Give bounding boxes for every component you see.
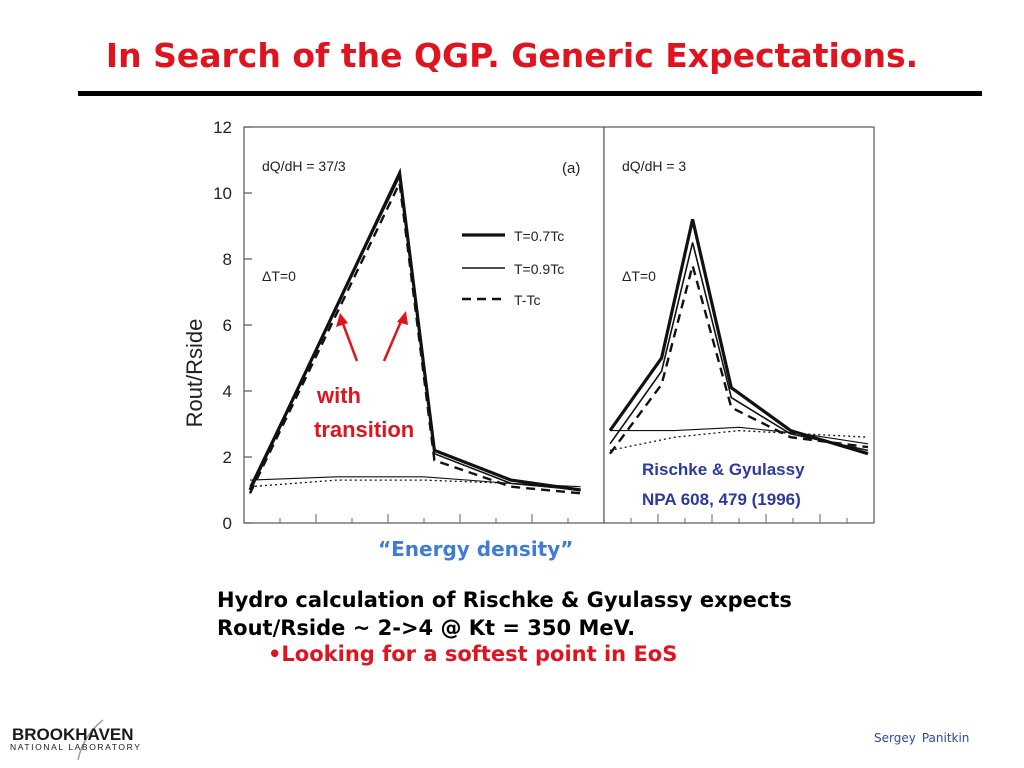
panel-a-delta-t: ΔT=0 <box>262 268 296 284</box>
logo-sub-text: NATIONAL LABORATORY <box>10 742 141 752</box>
panel-a-series-thin-flat <box>249 476 581 488</box>
legend-entry-3: T-Tc <box>514 292 540 308</box>
author-credit: Sergey Panitkin <box>874 731 975 745</box>
reference-line-2: NPA 608, 479 (1996) <box>642 490 801 509</box>
panel-b-series-dashed <box>609 260 869 455</box>
transition-annotation: with transition <box>314 311 414 442</box>
annotation-arrow-2 <box>382 318 404 362</box>
y-tick-label-4: 8 <box>223 250 232 269</box>
body-line-2: Rout/Rside ~ 2->4 @ Kt = 350 MeV. <box>217 616 636 640</box>
legend-entry-1: T=0.7Tc <box>514 228 564 244</box>
author-first-name: Sergey <box>874 731 916 745</box>
annotation-arrowhead-2 <box>397 311 408 325</box>
panel-a-frame <box>243 126 605 524</box>
logo-swoosh-icon <box>77 719 104 761</box>
annotation-line-2: transition <box>314 417 414 442</box>
body-line-1: Hydro calculation of Rischke & Gyulassy … <box>217 588 792 612</box>
figure-caption: “Energy density” <box>378 537 574 561</box>
panel-a-parameter: dQ/dH = 37/3 <box>262 158 346 174</box>
annotation-arrow-1 <box>340 320 359 362</box>
logo-main-text: BROOKHAVEN <box>12 725 134 744</box>
y-tick-label-0: 0 <box>223 514 232 533</box>
panel-b-series-dotted <box>609 429 869 452</box>
reference-line-1: Rischke & Gyulassy <box>642 460 805 479</box>
title-divider <box>78 91 982 96</box>
legend-entry-2: T=0.9Tc <box>514 261 564 277</box>
y-tick-label-3: 6 <box>223 316 232 335</box>
annotation-label: with transition <box>314 383 414 442</box>
y-tick-label-2: 4 <box>223 382 232 401</box>
panel-a-label: (a) <box>562 160 580 177</box>
bullet-point: •Looking for a softest point in EoS <box>268 642 678 666</box>
panel-a-series-dashed <box>248 178 581 495</box>
author-last-name: Panitkin <box>921 731 970 745</box>
annotation-line-1: with <box>316 383 361 408</box>
annotation-arrowhead-1 <box>336 313 348 327</box>
slide-title: In Search of the QGP. Generic Expectatio… <box>105 36 919 75</box>
brookhaven-logo: BROOKHAVEN NATIONAL LABORATORY <box>10 719 141 761</box>
panel-b-parameter: dQ/dH = 3 <box>622 158 686 174</box>
panel-b-series-thin-flat <box>610 426 869 445</box>
legend: T=0.7Tc T=0.9Tc T-Tc <box>462 228 564 308</box>
panel-b-series-thin <box>609 242 869 452</box>
y-tick-label-1: 2 <box>223 448 232 467</box>
y-tick-label-5: 10 <box>213 184 232 203</box>
body-text: Hydro calculation of Rischke & Gyulassy … <box>217 586 792 642</box>
panel-b-frame <box>603 126 875 524</box>
panel-b-delta-t: ΔT=0 <box>622 268 656 284</box>
y-axis-label: Rout/Rside <box>182 319 207 428</box>
y-tick-label-6: 12 <box>213 118 232 137</box>
figure-rout-rside: 0 2 4 6 8 10 12 Rout/Rside dQ/dH = 37/3 (a) ΔT… <box>182 118 875 533</box>
